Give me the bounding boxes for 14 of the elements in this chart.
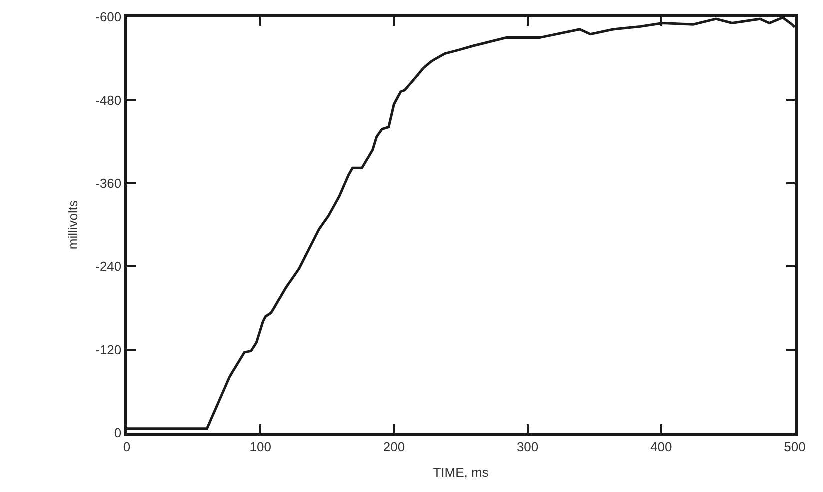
y-tick-label: 0 (114, 426, 122, 441)
x-tick-label: 100 (250, 439, 272, 454)
x-tick-label: 300 (516, 439, 539, 454)
x-tick-label: 400 (650, 439, 672, 454)
y-axis-title: millivolts (66, 200, 81, 250)
x-tick-label: 500 (784, 439, 806, 454)
x-axis-title: TIME, ms (433, 464, 490, 480)
y-tick-label: -240 (96, 259, 122, 274)
y-tick-label: -480 (96, 92, 122, 108)
y-tick-label: -120 (96, 342, 122, 358)
line-series (127, 17, 795, 430)
x-tick-label: 200 (383, 439, 406, 454)
y-tick-label: -600 (96, 10, 122, 25)
y-tick-label: -360 (96, 176, 122, 191)
